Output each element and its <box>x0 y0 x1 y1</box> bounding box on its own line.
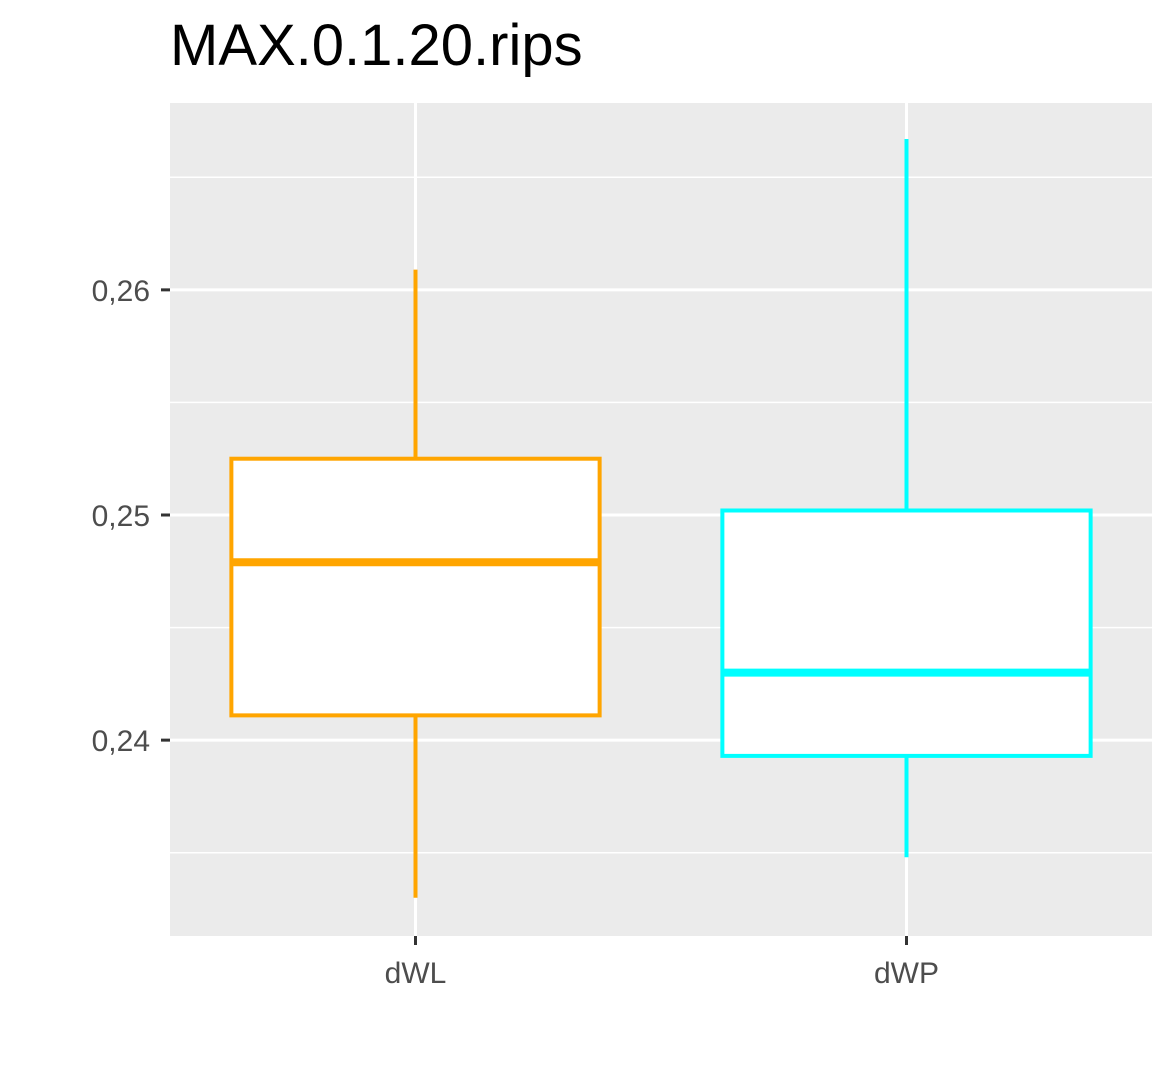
chart-title: MAX.0.1.20.rips <box>170 13 583 78</box>
y-tick-label: 0,26 <box>92 275 150 308</box>
x-tick-label: dWL <box>385 957 447 990</box>
y-tick-label: 0,25 <box>92 500 150 533</box>
y-tick-label: 0,24 <box>92 725 150 758</box>
box-dwp <box>720 139 1093 858</box>
box-dwl <box>229 269 602 898</box>
iqr-box <box>229 456 602 718</box>
y-axis: 0,24 0,25 0,26 <box>92 275 170 758</box>
boxes <box>229 139 1093 898</box>
iqr-box <box>720 508 1093 758</box>
x-axis: dWL dWP <box>385 936 939 990</box>
x-tick-label: dWP <box>874 957 939 990</box>
